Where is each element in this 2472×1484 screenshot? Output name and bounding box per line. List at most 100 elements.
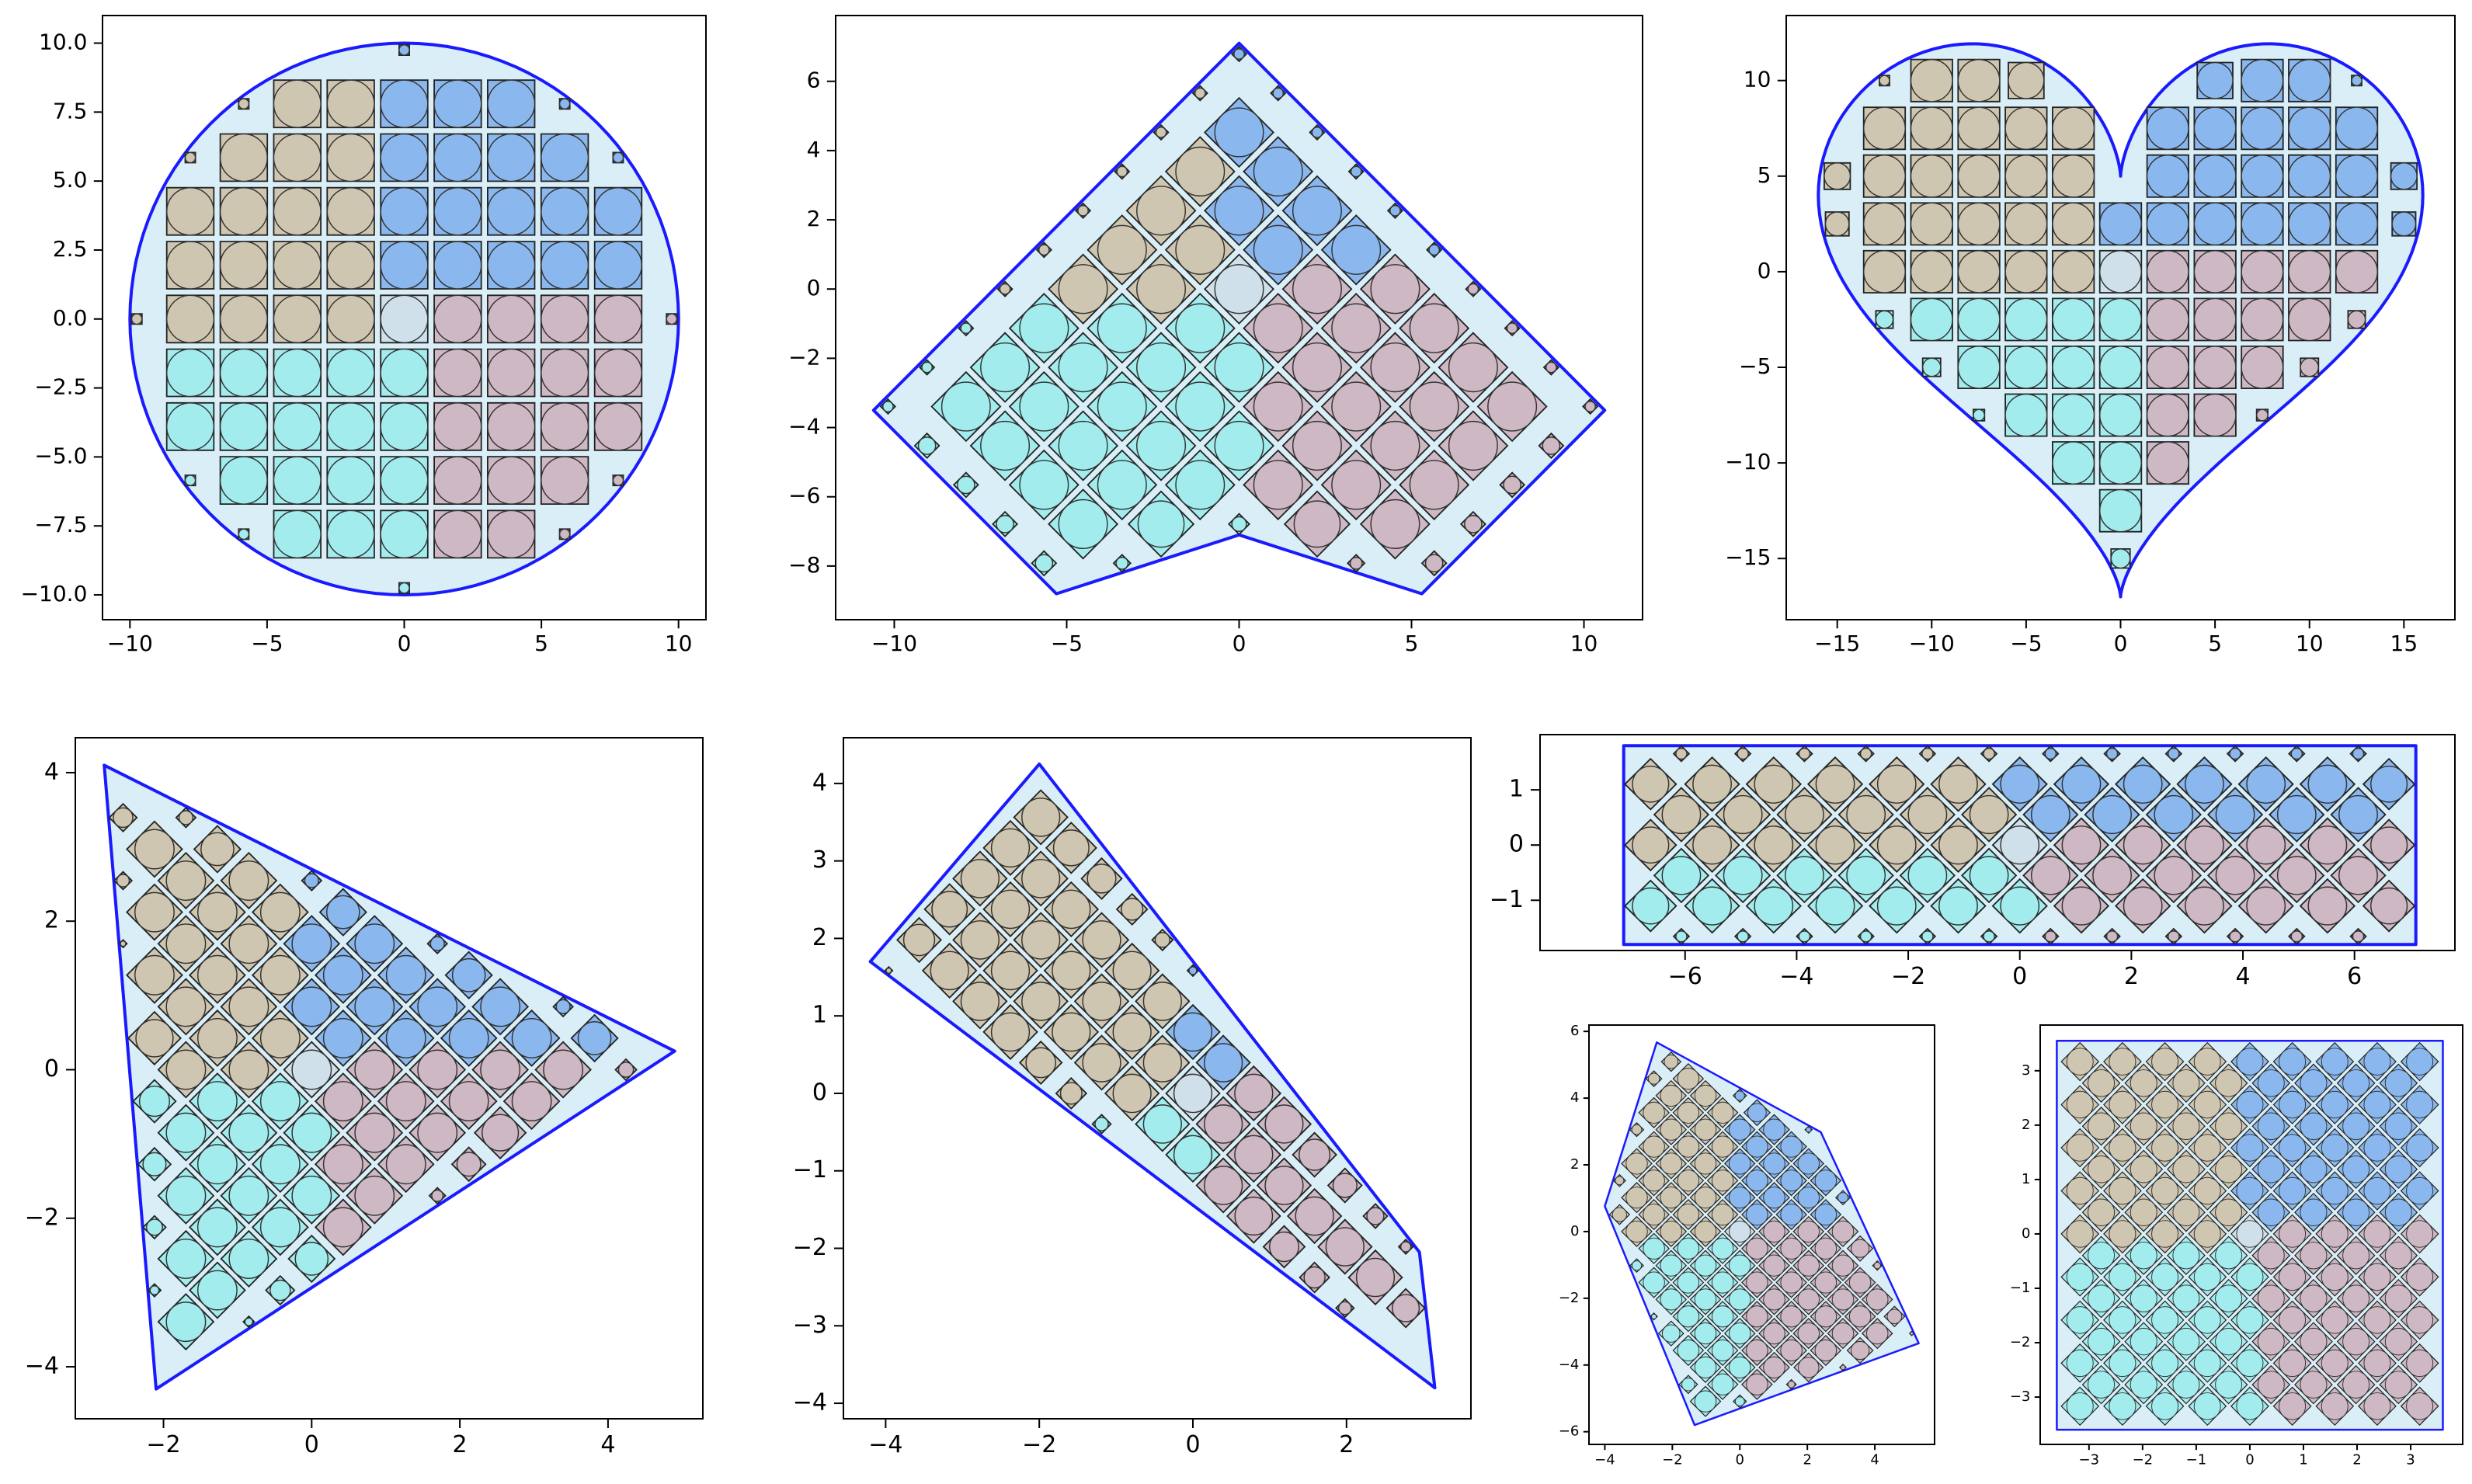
tile-circle [2406,1220,2434,1248]
tile-circle [2384,1069,2412,1097]
tile-circle [1272,87,1285,99]
y-tick-label: −3 [2010,1388,2031,1405]
tile-circle [921,361,933,374]
tile-circle [541,187,589,236]
tile-circle [273,79,322,128]
x-tick-label: 0 [1185,1431,1200,1458]
tile-circle [487,294,536,343]
tile-circle [541,241,589,290]
tile-circle [1428,244,1441,256]
tile-circle [273,509,322,559]
tile-circle [2151,1134,2179,1162]
tile-circle [1754,825,1794,865]
tile-circle [1785,794,1824,835]
tile-circle [2288,58,2331,103]
tile-circle [1264,1166,1304,1205]
tile-circle [1763,1356,1785,1378]
tile-circle [1082,920,1121,960]
y-tick-label: 3 [2022,1062,2030,1079]
tile-circle [1337,1301,1352,1315]
tile-circle [2109,1306,2136,1334]
tiles [879,45,1599,577]
tile-circle [487,509,536,559]
tile-circle [482,1114,520,1152]
tile-circle [196,954,238,996]
tile-circle [617,1062,635,1078]
tile-circle [1831,1220,1855,1243]
tile-circle [1643,1169,1665,1192]
panel: −4 −2 0 2 −4 −3 −2 −1 0 1 2 3 4 [793,737,1472,1458]
tile-circle [2342,1241,2370,1270]
tile-circle [1797,1220,1820,1243]
tile-circle [134,954,175,996]
tile-circle [1729,1220,1751,1243]
tile-circle [593,187,643,236]
tile-circle [2257,1198,2285,1226]
tile-circle [259,891,301,933]
tile-circle [1332,1173,1358,1198]
tile-circle [2241,155,2284,198]
tile-circle [1763,1187,1785,1209]
x-tick-label: 0 [398,631,412,656]
tile-circle [1798,1357,1820,1378]
tile-circle [2390,162,2418,190]
tile-circle [1675,930,1688,943]
tile-circle [2004,155,2048,198]
tile-circle [2193,346,2237,389]
tile-circle [2004,202,2048,246]
tile-circle [1787,1380,1796,1388]
y-tick-label: −4 [1559,1357,1580,1373]
tile-circle [2276,794,2317,835]
tile-circle [2168,930,2180,943]
tile-circle [259,1017,301,1058]
tile-circle [1910,250,1953,294]
tile-circle [2109,1349,2136,1378]
tile-circle [1879,75,1890,87]
tile-circle [2321,1349,2349,1378]
tile-circle [2363,1048,2391,1076]
tile-circle [2279,1349,2307,1378]
tile-circle [1331,381,1382,432]
tile-circle [1399,1241,1412,1253]
tile-circle [1021,982,1061,1021]
tile-circle [1746,1135,1768,1158]
tile-circle [1034,554,1054,573]
tile-circle [541,402,589,451]
y-tick-label: −10 [1725,449,1771,474]
tile-circle [1188,966,1198,975]
tile-circle [1021,798,1061,837]
tile-circle [2363,1306,2391,1334]
tile-circle [2257,1327,2285,1356]
tile-circle [2105,930,2119,943]
tile-circle [2279,1392,2307,1420]
tile-circle [1660,1254,1683,1277]
y-tick-label: −2 [1559,1290,1580,1306]
tile-circle [2215,1156,2243,1183]
tile-circle [902,923,936,957]
tile-circle [541,133,589,182]
tile-circle [2342,1198,2370,1226]
tile-circle [2146,393,2189,437]
tile-circle [1292,420,1342,471]
tile-circle [2300,1198,2328,1226]
tile-circle [2384,1371,2412,1399]
tile-circle [2099,250,2142,294]
tile-circle [228,986,269,1027]
tile-circle [2004,393,2048,437]
tile-circle [113,807,134,829]
tile-circle [2099,297,2142,342]
tile-circle [2279,1048,2307,1076]
tile-circle [2052,202,2095,246]
tile-circle [2088,1112,2116,1141]
tile-circle [1763,1322,1785,1345]
tile-circle [1729,1187,1751,1209]
tile-circle [273,348,322,398]
tile-circle [1052,951,1091,991]
tile-circle [2370,765,2408,803]
tile-circle [2109,1134,2136,1162]
tile-circle [1694,1220,1717,1243]
tile-circle [145,1218,163,1236]
panel: −10 −5 0 5 10 −10.0 −7.5 −5.0 −2.5 0.0 2.5 5.0 7.5 10… [21,15,707,656]
tile-circle [2000,764,2040,804]
tile-circle [1711,1203,1734,1226]
